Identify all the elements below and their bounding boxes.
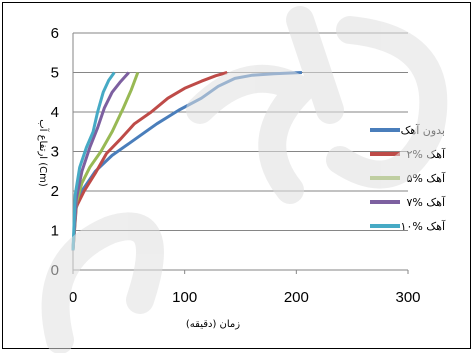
x-tick-label: 300 (395, 289, 420, 306)
legend-label: ۱۰% آهک (401, 219, 446, 233)
x-tick-label: 100 (172, 289, 197, 306)
legend-label: ۲% آهک (406, 147, 446, 161)
y-tick-labels: 0 1 2 3 4 5 6 (51, 25, 59, 279)
y-tick-label: 4 (51, 104, 59, 121)
series-line-2 (71, 71, 228, 251)
y-tick-label: 5 (51, 65, 59, 82)
y-tick-label: 0 (51, 262, 59, 279)
series-lines (71, 71, 302, 251)
legend: بدون آهک ۲% آهک ۵% آهک ۷% آهک ۱۰% آهک (370, 123, 446, 233)
legend-label: ۵% آهک (406, 171, 446, 185)
x-tick-labels: 0 100 200 300 (69, 270, 421, 306)
y-axis-label: ارتفاع آب (Cm) (37, 119, 50, 187)
y-tick-label: 1 (51, 223, 59, 240)
y-tick-label: 6 (51, 25, 59, 42)
series-line-4 (71, 71, 130, 251)
x-tick-label: 200 (284, 289, 309, 306)
legend-label: ۷% آهک (406, 195, 446, 209)
y-tick-label: 3 (51, 144, 59, 161)
y-tick-label: 2 (51, 183, 59, 200)
series-line-5 (71, 71, 116, 251)
x-axis-label: زمان (دقيقه) (186, 319, 240, 330)
gridlines (73, 32, 408, 231)
legend-label: بدون آهک (401, 123, 445, 137)
chart-frame (2, 2, 471, 349)
x-tick-label: 0 (69, 289, 77, 306)
